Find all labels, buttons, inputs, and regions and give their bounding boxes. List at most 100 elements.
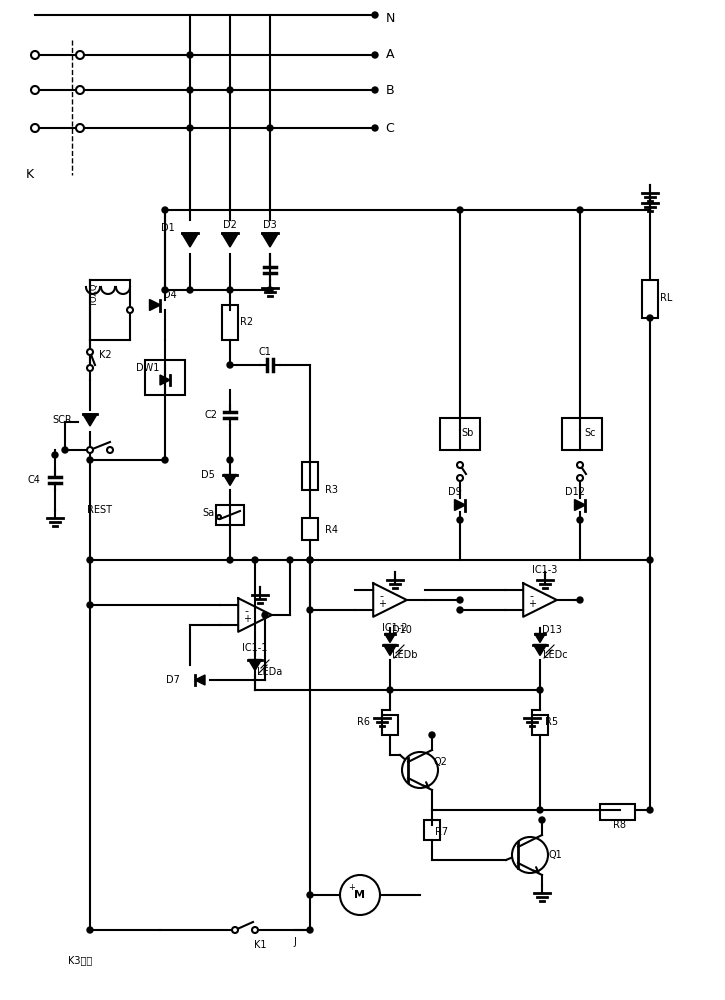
Text: K2: K2 [99, 350, 112, 360]
Circle shape [267, 287, 273, 293]
Text: R3: R3 [325, 485, 338, 495]
Circle shape [187, 287, 193, 293]
Polygon shape [534, 634, 545, 643]
Circle shape [307, 927, 313, 933]
Circle shape [372, 52, 378, 58]
Polygon shape [181, 233, 199, 247]
Circle shape [227, 362, 233, 368]
Bar [382, 715, 398, 735]
Bar [532, 715, 548, 735]
Circle shape [52, 452, 58, 458]
Text: D5: D5 [201, 470, 215, 480]
Text: R4: R4 [325, 525, 338, 535]
Text: R8: R8 [613, 820, 626, 830]
Circle shape [647, 315, 653, 321]
Circle shape [187, 87, 193, 93]
Circle shape [457, 475, 463, 481]
Text: Sb: Sb [462, 428, 474, 438]
Circle shape [31, 124, 39, 132]
Polygon shape [160, 375, 170, 385]
Text: -: - [529, 591, 534, 601]
Text: C2: C2 [205, 410, 218, 420]
Circle shape [187, 125, 193, 131]
Text: IC1-3: IC1-3 [532, 565, 558, 575]
Text: +: + [378, 599, 386, 609]
Text: +: + [243, 614, 251, 624]
Text: +: + [528, 599, 536, 609]
Bar [440, 418, 480, 450]
Circle shape [402, 752, 438, 788]
Circle shape [76, 51, 84, 59]
Circle shape [457, 607, 463, 613]
Text: C: C [386, 121, 394, 134]
Text: R7: R7 [436, 827, 449, 837]
Circle shape [87, 365, 93, 371]
Polygon shape [223, 475, 236, 486]
Circle shape [307, 557, 313, 563]
Circle shape [457, 597, 463, 603]
Circle shape [162, 287, 168, 293]
Circle shape [307, 557, 313, 563]
Circle shape [372, 87, 378, 93]
Text: N: N [385, 11, 394, 24]
Text: Q1: Q1 [548, 850, 562, 860]
Text: -: - [244, 606, 249, 616]
Text: D7: D7 [166, 675, 180, 685]
Circle shape [537, 807, 543, 813]
Polygon shape [222, 233, 239, 247]
Text: Sa: Sa [203, 508, 215, 518]
Circle shape [512, 837, 548, 873]
Text: LEDa: LEDa [257, 667, 283, 677]
Text: IC1-2: IC1-2 [382, 623, 407, 633]
Text: Sc: Sc [584, 428, 596, 438]
Circle shape [252, 557, 258, 563]
Circle shape [262, 612, 268, 618]
Circle shape [187, 52, 193, 58]
Bar [145, 360, 185, 395]
Circle shape [227, 287, 233, 293]
Text: LEDc: LEDc [543, 650, 567, 660]
Text: R2: R2 [240, 317, 253, 327]
Text: C4: C4 [27, 475, 40, 485]
Circle shape [87, 602, 93, 608]
Text: Q2: Q2 [433, 757, 447, 767]
Polygon shape [249, 660, 262, 670]
Circle shape [162, 207, 168, 213]
Text: REST: REST [88, 505, 112, 515]
Circle shape [87, 349, 93, 355]
Text: IC1-1: IC1-1 [242, 643, 268, 653]
Circle shape [87, 557, 93, 563]
Circle shape [307, 892, 313, 898]
Circle shape [227, 557, 233, 563]
Circle shape [577, 597, 583, 603]
Text: SCR: SCR [52, 415, 72, 425]
Text: K: K [26, 168, 34, 182]
Polygon shape [262, 233, 278, 247]
Polygon shape [455, 499, 465, 510]
Text: DW1: DW1 [136, 363, 160, 373]
Circle shape [227, 457, 233, 463]
Circle shape [127, 307, 133, 313]
Polygon shape [195, 675, 205, 685]
Text: K3控制: K3控制 [68, 955, 92, 965]
Circle shape [227, 87, 233, 93]
Bar [562, 418, 602, 450]
Polygon shape [384, 634, 395, 643]
Circle shape [232, 927, 238, 933]
Text: -: - [380, 591, 384, 601]
Text: D4: D4 [163, 290, 177, 300]
Circle shape [577, 475, 583, 481]
Circle shape [577, 517, 583, 523]
Circle shape [387, 687, 393, 693]
Circle shape [267, 125, 273, 131]
Circle shape [217, 515, 221, 519]
Text: J: J [294, 937, 297, 947]
Circle shape [539, 817, 545, 823]
Text: +: + [349, 882, 355, 892]
Text: D10: D10 [392, 625, 412, 635]
Circle shape [76, 86, 84, 94]
Circle shape [647, 807, 653, 813]
Circle shape [457, 517, 463, 523]
Text: B: B [386, 84, 394, 97]
Circle shape [457, 462, 463, 468]
